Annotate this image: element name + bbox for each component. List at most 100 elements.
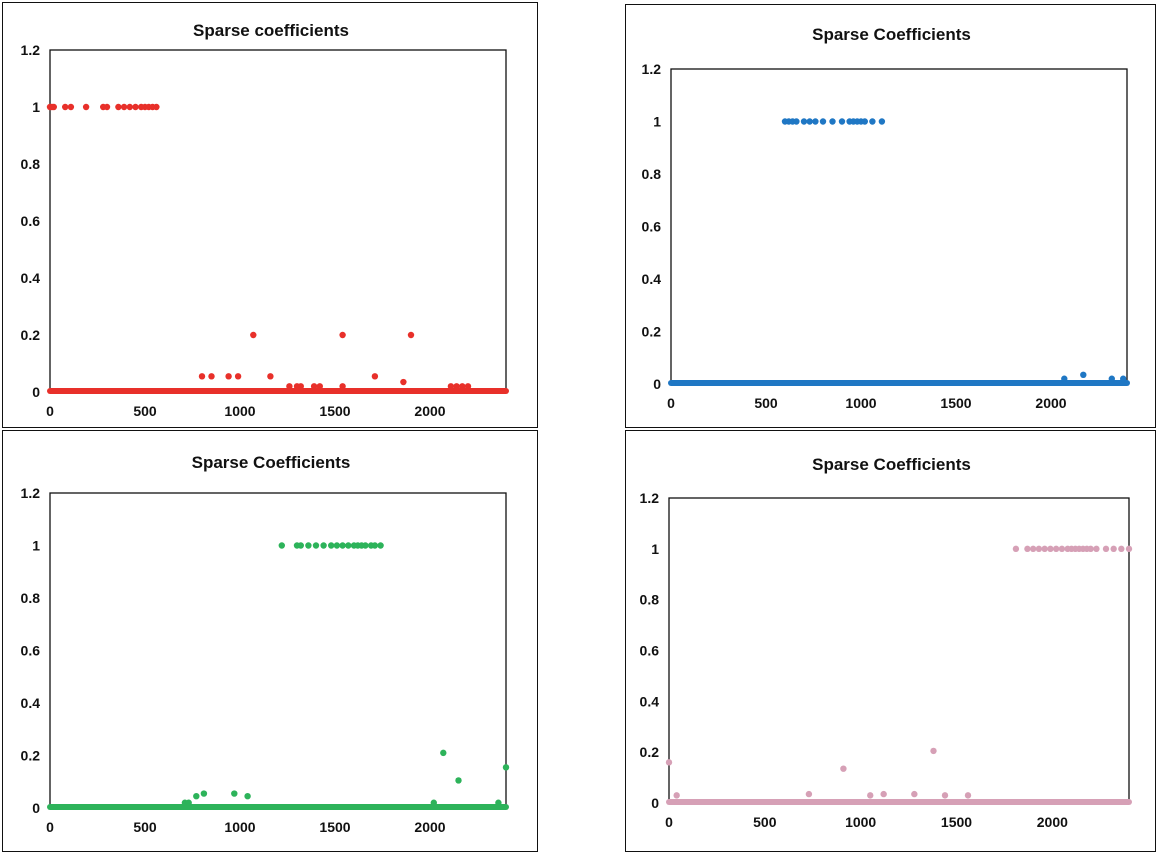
data-point [1108,375,1115,382]
data-point [1058,545,1066,553]
y-tick-label: 1.2 [21,485,41,501]
data-point [231,790,238,797]
y-tick-label: 0.4 [640,693,660,709]
data-point [838,118,846,125]
data-point [1012,545,1020,553]
chart-title: Sparse Coefficients [192,453,351,472]
x-tick-label: 0 [46,403,54,419]
data-point [1102,545,1110,553]
data-point [1087,545,1094,553]
y-tick-label: 0 [32,800,40,816]
y-tick-label: 1.2 [640,490,660,506]
y-tick-label: 0.2 [640,744,660,760]
data-point [297,383,304,390]
data-point [455,777,462,784]
x-tick-label: 1500 [319,819,350,835]
data-point [495,799,502,806]
data-point [805,790,813,798]
data-point [1120,375,1127,382]
x-tick-label: 2000 [1037,814,1068,830]
x-tick-label: 1000 [845,814,876,830]
data-point [793,118,800,125]
data-point [930,747,937,755]
y-tick-label: 1 [32,99,40,115]
x-tick-label: 500 [754,395,778,411]
data-point [377,542,384,549]
y-tick-label: 0.4 [21,695,41,711]
y-tick-label: 1 [32,538,40,554]
chart-svg: Sparse coefficients 0 0.2 0.4 0.6 0.8 1 1.2 0 500… [21,21,509,419]
x-tick-label: 2000 [414,403,445,419]
x-tick-label: 1000 [224,819,255,835]
data-point [1029,545,1037,553]
data-point [320,542,327,549]
plot-area [49,49,507,393]
x-tick-label: 500 [753,814,777,830]
data-point [407,331,415,339]
data-point [225,373,232,380]
data-point [345,542,352,549]
data-point [244,792,251,800]
x-tick-label: 1000 [224,403,255,419]
data-point [453,383,460,390]
data-point [1125,545,1133,553]
y-tick-label: 0.2 [21,748,41,764]
y-tick-label: 0.6 [642,219,662,235]
data-point [941,792,949,799]
y-tick-label: 0.4 [642,271,662,287]
data-point [665,759,673,766]
y-tick-label: 0.4 [21,270,41,286]
data-point [400,378,407,386]
data-point [819,118,827,125]
data-point [339,542,346,549]
data-point [1041,545,1048,553]
y-tick-label: 0.8 [642,166,662,182]
y-tick-label: 0.8 [640,592,660,608]
data-point [911,790,918,798]
data-point [208,373,215,380]
x-tick-label: 500 [133,403,157,419]
data-point [1093,545,1100,553]
data-point [430,799,437,806]
data-point [1061,375,1068,382]
data-point [673,792,680,799]
data-point [234,373,242,380]
y-tick-label: 1 [651,541,659,557]
data-point [297,542,304,549]
data-point [878,118,886,125]
data-point [502,764,510,771]
data-point [103,103,111,111]
y-tick-label: 0.6 [640,643,660,659]
x-tick-label: 2000 [414,819,445,835]
data-point [67,103,75,111]
y-tick-label: 0 [32,384,40,400]
chart-title: Sparse Coefficients [812,25,971,44]
data-point [362,542,369,549]
data-point [1052,545,1060,553]
chart-svg: Sparse Coefficients 0 0.2 0.4 0.6 0.8 1 1.2 0 500… [642,25,1130,411]
data-point [447,383,455,390]
chart-panel-top-right: Sparse Coefficients 0 0.2 0.4 0.6 0.8 1 1.2 0 500… [625,4,1156,428]
data-point [305,542,312,549]
data-point [250,331,257,339]
data-point [1118,545,1125,553]
y-tick-label: 0.6 [21,213,41,229]
data-point [339,383,346,390]
chart-panel-bottom-right: Sparse Coefficients 0 0.2 0.4 0.6 0.8 1 1.2 0 500… [625,430,1156,852]
chart-panel-bottom-left: Sparse Coefficients 0 0.2 0.4 0.6 0.8 1 1.2 0 500… [2,430,538,852]
data-point [115,103,122,111]
y-tick-label: 0 [651,795,659,811]
plot-area [49,492,507,809]
data-point [185,799,192,806]
data-point [278,542,285,549]
x-tick-label: 0 [667,395,675,411]
data-point [198,373,206,380]
y-tick-label: 1 [653,114,661,130]
x-tick-label: 0 [665,814,673,830]
data-point [1024,545,1031,553]
data-point [1110,545,1117,553]
data-point [440,749,447,757]
data-point [333,542,341,549]
data-point [880,790,887,798]
data-point [869,118,876,125]
